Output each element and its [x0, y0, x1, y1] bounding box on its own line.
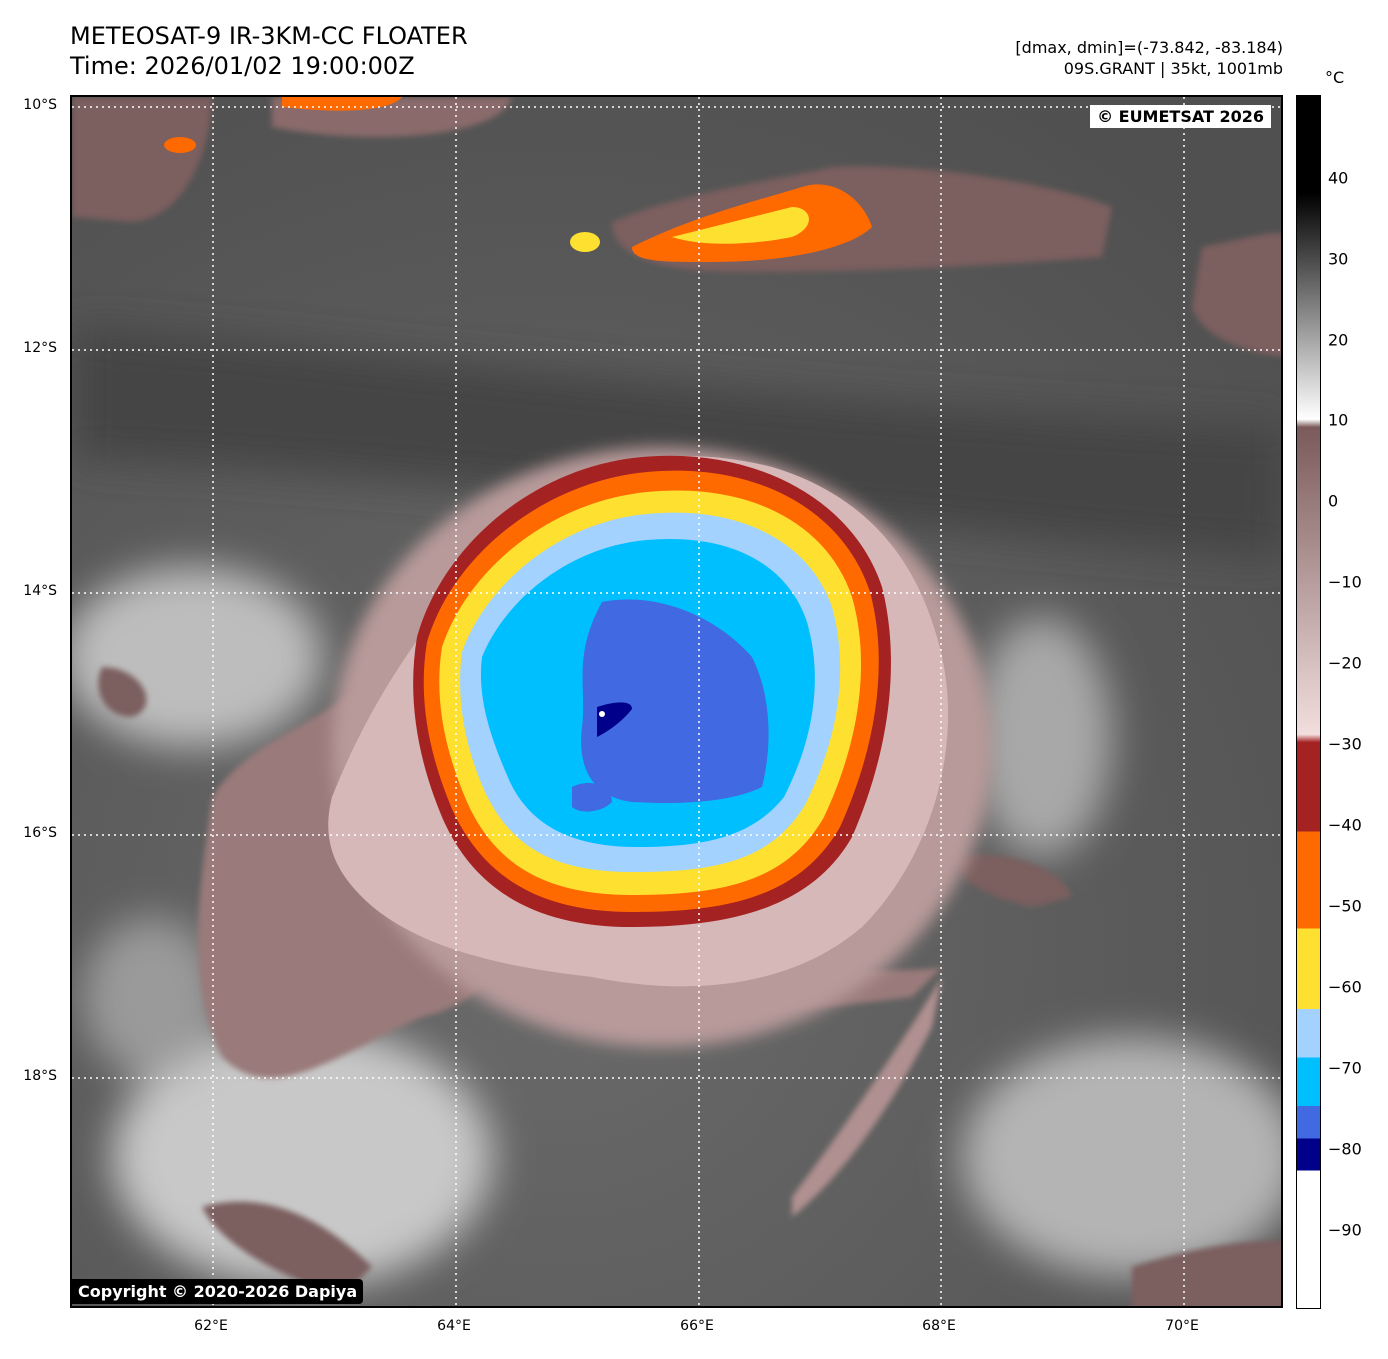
colorbar-tick: 40	[1328, 168, 1349, 188]
colorbar-tick: −40	[1328, 815, 1362, 835]
colorbar-tick: 10	[1328, 410, 1349, 430]
colorbar-tick: 0	[1328, 491, 1339, 511]
colorbar-tick: −30	[1328, 734, 1362, 754]
lat-label: 10°S	[23, 97, 57, 113]
colorbar-tick: −20	[1328, 653, 1362, 673]
satellite-map[interactable]: © EUMETSAT 2026 Copyright © 2020-2026 Da…	[70, 95, 1283, 1308]
lon-label: 66°E	[680, 1318, 714, 1334]
colorbar-tick: −70	[1328, 1058, 1362, 1078]
lat-label: 18°S	[23, 1068, 57, 1084]
colorbar-unit: °C	[1325, 68, 1345, 87]
dmax-dmin-readout: [dmax, dmin]=(-73.842, -83.184)	[1015, 38, 1283, 57]
dapiya-copyright: Copyright © 2020-2026 Dapiya	[72, 1279, 364, 1304]
storm-info: 09S.GRANT | 35kt, 1001mb	[1063, 59, 1283, 78]
colorbar-tick: 20	[1328, 330, 1349, 350]
lat-label: 14°S	[23, 583, 57, 599]
temperature-colorbar	[1296, 95, 1321, 1309]
colorbar-tick: −80	[1328, 1139, 1362, 1159]
colorbar-tick: −10	[1328, 572, 1362, 592]
lon-label: 70°E	[1165, 1318, 1199, 1334]
colorbar-tick: −50	[1328, 896, 1362, 916]
graticule	[72, 97, 1281, 1306]
product-title: METEOSAT-9 IR-3KM-CC FLOATER	[70, 22, 468, 50]
eumetsat-watermark: © EUMETSAT 2026	[1090, 105, 1271, 128]
colorbar-tick: −90	[1328, 1220, 1362, 1240]
lon-label: 62°E	[194, 1318, 228, 1334]
timestamp-title: Time: 2026/01/02 19:00:00Z	[70, 52, 415, 80]
colorbar-tick: −60	[1328, 977, 1362, 997]
lon-label: 68°E	[922, 1318, 956, 1334]
lat-label: 16°S	[23, 825, 57, 841]
cyclone-cdo	[328, 447, 992, 1047]
lat-label: 12°S	[23, 340, 57, 356]
colorbar-tick: 30	[1328, 249, 1349, 269]
convective-band-north	[164, 97, 872, 262]
satellite-imagery	[72, 97, 1281, 1306]
dry-band	[72, 327, 1281, 557]
lon-label: 64°E	[437, 1318, 471, 1334]
